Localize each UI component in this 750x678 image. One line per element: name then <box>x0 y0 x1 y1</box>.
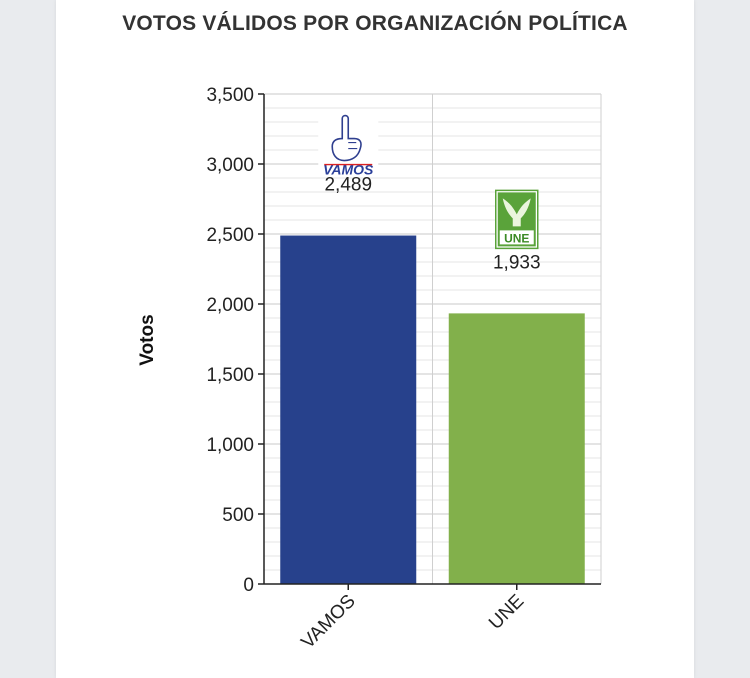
data-label-une: 1,933 <box>493 252 541 273</box>
bars <box>280 235 585 585</box>
une-logo-icon: UNE <box>495 189 539 250</box>
y-tick-label: 1,000 <box>206 435 254 456</box>
y-axis-label: Votos <box>137 314 158 365</box>
y-tick-label: 2,000 <box>206 295 254 316</box>
bar-une[interactable] <box>448 313 585 584</box>
y-tick-label: 1,500 <box>206 365 254 386</box>
svg-text:UNE: UNE <box>504 231 529 245</box>
x-tick-label-vamos: VAMOS <box>297 591 359 653</box>
party-logos: VAMOS UNE <box>318 112 539 250</box>
vamos-logo-icon: VAMOS <box>318 112 379 178</box>
y-tick-labels: 0 500 1,000 1,500 2,000 2,500 3,000 3,500 <box>206 85 264 596</box>
y-tick-label: 2,500 <box>206 225 254 246</box>
axes <box>263 94 601 585</box>
bar-vamos[interactable] <box>280 235 417 585</box>
bar-chart: 0 500 1,000 1,500 2,000 2,500 3,000 3,500 VAMOS… <box>137 85 602 653</box>
y-tick-label: 500 <box>222 505 254 526</box>
svg-text:VAMOS: VAMOS <box>323 162 374 178</box>
y-tick-label: 0 <box>243 575 254 596</box>
data-label-vamos: 2,489 <box>324 175 372 196</box>
chart-card: VOTOS VÁLIDOS POR ORGANIZACIÓN POLÍTICA … <box>56 0 694 678</box>
data-labels: 2,489 1,933 <box>324 175 540 274</box>
x-tick-labels: VAMOS UNE <box>297 584 528 653</box>
y-tick-label: 3,000 <box>206 155 254 176</box>
chart-title: VOTOS VÁLIDOS POR ORGANIZACIÓN POLÍTICA <box>122 12 628 35</box>
x-tick-label-une: UNE <box>485 591 528 634</box>
y-tick-label: 3,500 <box>206 85 254 106</box>
